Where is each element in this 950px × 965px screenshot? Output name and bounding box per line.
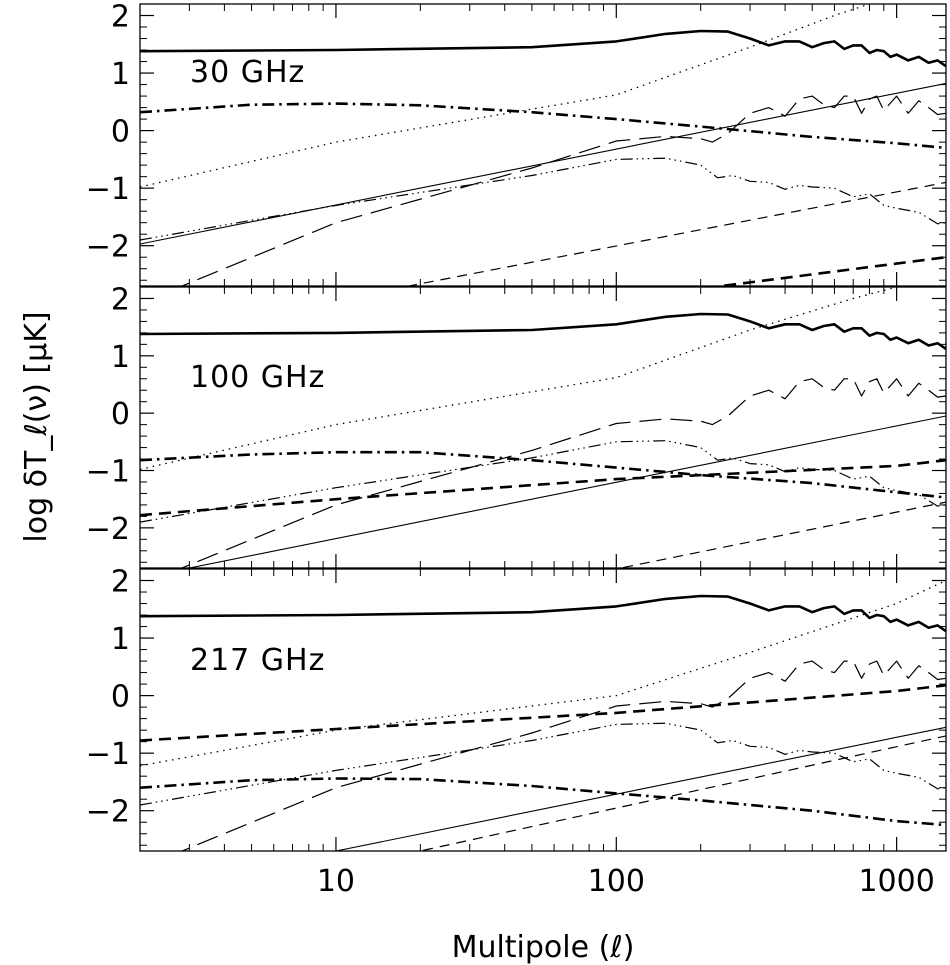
x-tick-label: 100: [588, 864, 645, 899]
series-line-thick-dash-dot: [140, 450, 946, 499]
y-tick-label: 1: [111, 622, 130, 657]
series-line-thick-dash-dot: [140, 777, 946, 827]
series-line-dotted: [140, 4, 870, 188]
y-tick-label: −1: [86, 737, 130, 772]
series-line-thin-solid: [334, 726, 946, 851]
series-group: [140, 4, 946, 286]
y-tick-label: 1: [111, 340, 130, 375]
series-line-thin-solid: [140, 82, 946, 245]
series-line-dash-triple-dot: [140, 722, 946, 806]
series-line-thick-dash: [140, 458, 946, 517]
y-tick-label: 0: [111, 680, 130, 715]
series-line-long-dash: [180, 660, 946, 851]
series-line-thick-dash: [140, 684, 946, 742]
y-tick-label: 1: [111, 57, 130, 92]
series-line-thin-dash: [617, 501, 946, 568]
y-axis-title: log δT_ℓ(ν) [μK]: [19, 311, 54, 542]
series-line-dash-triple-dot: [140, 440, 946, 523]
panel-1: 2 1 0 −1 −2 30 GHz: [86, 0, 947, 287]
series-line-long-dash: [180, 378, 946, 568]
series-line-dash-triple-dot: [140, 157, 946, 241]
panel-frame: [139, 3, 947, 287]
series-line-thin-dash: [405, 181, 946, 286]
y-tick-label: 2: [111, 565, 130, 600]
panel-frame: [139, 568, 947, 852]
y-tick-label: 0: [111, 115, 130, 150]
y-tick-label: −1: [86, 455, 130, 490]
y-tick-label: −2: [86, 230, 130, 265]
series-line-thin-solid: [186, 415, 946, 568]
panel-label: 30 GHz: [190, 55, 305, 90]
series-line-thin-dash: [417, 735, 946, 851]
y-tick-label: 2: [111, 0, 130, 35]
panel-frame: [139, 286, 947, 569]
series-group: [140, 287, 946, 568]
x-tick-label: 10: [317, 864, 355, 899]
panel-label: 217 GHz: [190, 643, 325, 678]
series-line-thick-solid: [140, 29, 946, 68]
y-tick-label: −2: [86, 512, 130, 547]
y-tick-label: −1: [86, 172, 130, 207]
y-tick-label: −2: [86, 795, 130, 830]
panel-label: 100 GHz: [190, 360, 325, 395]
panel-2: 2 1 0 −1 −2 100 GHz: [86, 282, 947, 569]
x-tick-label: 1000: [858, 864, 934, 899]
series-line-thick-solid: [140, 594, 946, 633]
series-group: [140, 579, 946, 851]
y-tick-label: 0: [111, 397, 130, 432]
series-line-thick-dash: [711, 255, 946, 286]
series-line-thick-dash-dot: [140, 102, 946, 150]
series-line-thick-solid: [140, 312, 946, 350]
y-tick-label: 2: [111, 282, 130, 317]
x-axis-title: Multipole (ℓ): [452, 930, 635, 965]
